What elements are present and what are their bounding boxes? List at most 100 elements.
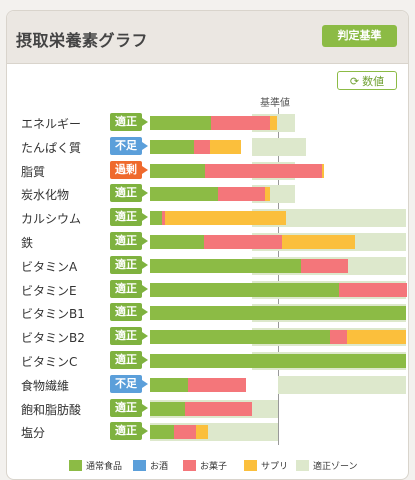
standard-value-line [278,108,279,445]
bar-segment-snack [188,377,246,392]
bar-segment-normal-food [150,139,194,154]
nutrient-row: 食物繊維 不足 [7,374,408,398]
legend-item-alcohol: お酒 [133,459,168,472]
nutrient-name: ビタミンE [21,283,77,298]
legend-label: お酒 [150,462,169,472]
legend-swatch [183,460,196,471]
nutrient-name: ビタミンA [21,259,78,274]
bar-segment-normal-food [150,377,189,392]
status-badge: 適正 [110,422,148,441]
legend-item-normal-food: 通常食品 [69,459,122,472]
legend-label: 通常食品 [86,462,123,472]
bar-segment-normal-food [150,211,162,226]
status-badge: 過剰 [110,160,148,179]
nutrient-row: ビタミンB2 適正 [7,326,408,350]
nutrient-name: 塩分 [21,426,46,441]
nutrient-name: エネルギー [21,117,82,131]
bar-segment-normal-food [150,187,218,202]
legend-label: お菓子 [200,462,228,472]
legend-label: サプリ [261,462,289,472]
bar-segment-snack [203,235,282,249]
nutrient-row: エネルギー 適正 [7,112,408,136]
status-badge: 適正 [110,303,148,322]
nutrient-name: 脂質 [21,164,46,179]
legend-swatch [296,460,309,471]
nutrient-name: 食物繊維 [21,378,70,393]
nutrient-name: ビタミンB2 [21,331,85,346]
bar-segment-supplement [210,139,241,154]
bar-segment-normal-food [150,354,406,368]
bar-segment-snack [330,330,348,345]
nutrient-name: 飽和脂肪酸 [21,402,82,417]
status-badge: 適正 [110,208,148,227]
status-badge: 適正 [110,113,148,131]
bar-segment-snack [217,187,266,202]
nutrient-row: 脂質 過剰 [7,160,408,184]
bar-segment-normal-food [150,116,212,130]
nutrient-row: ビタミンC 適正 [7,350,408,374]
legend-swatch [133,460,146,471]
bar-segment-supplement [270,116,277,130]
bar-segment-supplement [347,330,406,345]
bar-segment-normal-food [150,306,406,321]
show-values-button[interactable]: ⟳ 数値 [337,71,397,90]
nutrient-row: たんぱく質 不足 [7,136,408,160]
nutrient-name: 炭水化物 [21,188,70,203]
nutrient-name: たんぱく質 [21,140,82,155]
bar-segment-snack [174,425,197,440]
status-badge: 適正 [110,398,148,417]
optimal-zone [252,137,307,156]
bar-segment-snack [339,282,407,297]
nutrient-row: 飽和脂肪酸 適正 [7,398,408,422]
bar-segment-supplement [196,425,208,440]
standard-value-label: 基準値 [260,98,290,109]
page-title: 摂取栄養素グラフ [16,31,149,50]
nutrient-name: 鉄 [21,236,34,250]
status-badge: 不足 [110,136,148,155]
status-badge: 不足 [110,374,148,393]
bar-segment-snack [205,163,322,178]
bar-segment-normal-food [150,425,175,440]
bar-segment-normal-food [150,401,185,416]
nutrient-name: ビタミンC [21,355,78,369]
bar-segment-supplement [265,187,271,202]
bar-segment-supplement [281,235,355,249]
legend-label: 適正ゾーン [313,462,358,472]
nutrient-row: 炭水化物 適正 [7,183,408,207]
criteria-button[interactable]: 判定基準 [322,25,397,47]
chart-legend: 通常食品 お酒 お菓子 サプリ 適正ゾーン [7,455,408,477]
show-values-label: 数値 [362,75,385,88]
status-badge: 適正 [110,232,148,250]
status-badge: 適正 [110,279,148,298]
bar-segment-supplement [165,211,286,226]
legend-item-supplement: サプリ [244,459,288,472]
status-badge: 適正 [110,351,148,369]
nutrient-row: 塩分 適正 [7,421,408,445]
optimal-zone [278,375,406,394]
nutrient-row: ビタミンB1 適正 [7,302,408,326]
status-badge: 適正 [110,255,148,274]
bar-segment-snack [161,211,166,226]
legend-item-optimal-zone: 適正ゾーン [296,459,358,472]
nutrient-row: ビタミンA 適正 [7,255,408,279]
bar-segment-normal-food [150,282,340,297]
bar-segment-normal-food [150,235,204,249]
bar-segment-snack [193,139,211,154]
bar-segment-normal-food [150,330,331,345]
bar-segment-normal-food [150,163,206,178]
refresh-icon: ⟳ [349,75,360,88]
nutrition-graph-card: 摂取栄養素グラフ 判定基準 ⟳ 数値 基準値 エネルギー 適正 たんぱく質 不足 脂質 過剰… [6,10,409,480]
legend-swatch [244,460,257,471]
bar-segment-snack [211,116,271,130]
nutrient-name: ビタミンB1 [21,307,85,322]
nutrient-row: 鉄 適正 [7,231,408,255]
nutrient-name: カルシウム [21,212,82,227]
optimal-zone [252,209,406,228]
nutrient-row: ビタミンE 適正 [7,279,408,303]
bar-segment-snack [301,258,349,273]
legend-swatch [69,460,82,471]
status-badge: 適正 [110,327,148,346]
bar-segment-normal-food [150,258,302,273]
bar-segment-supplement [321,163,325,178]
bar-segment-snack [184,401,253,416]
